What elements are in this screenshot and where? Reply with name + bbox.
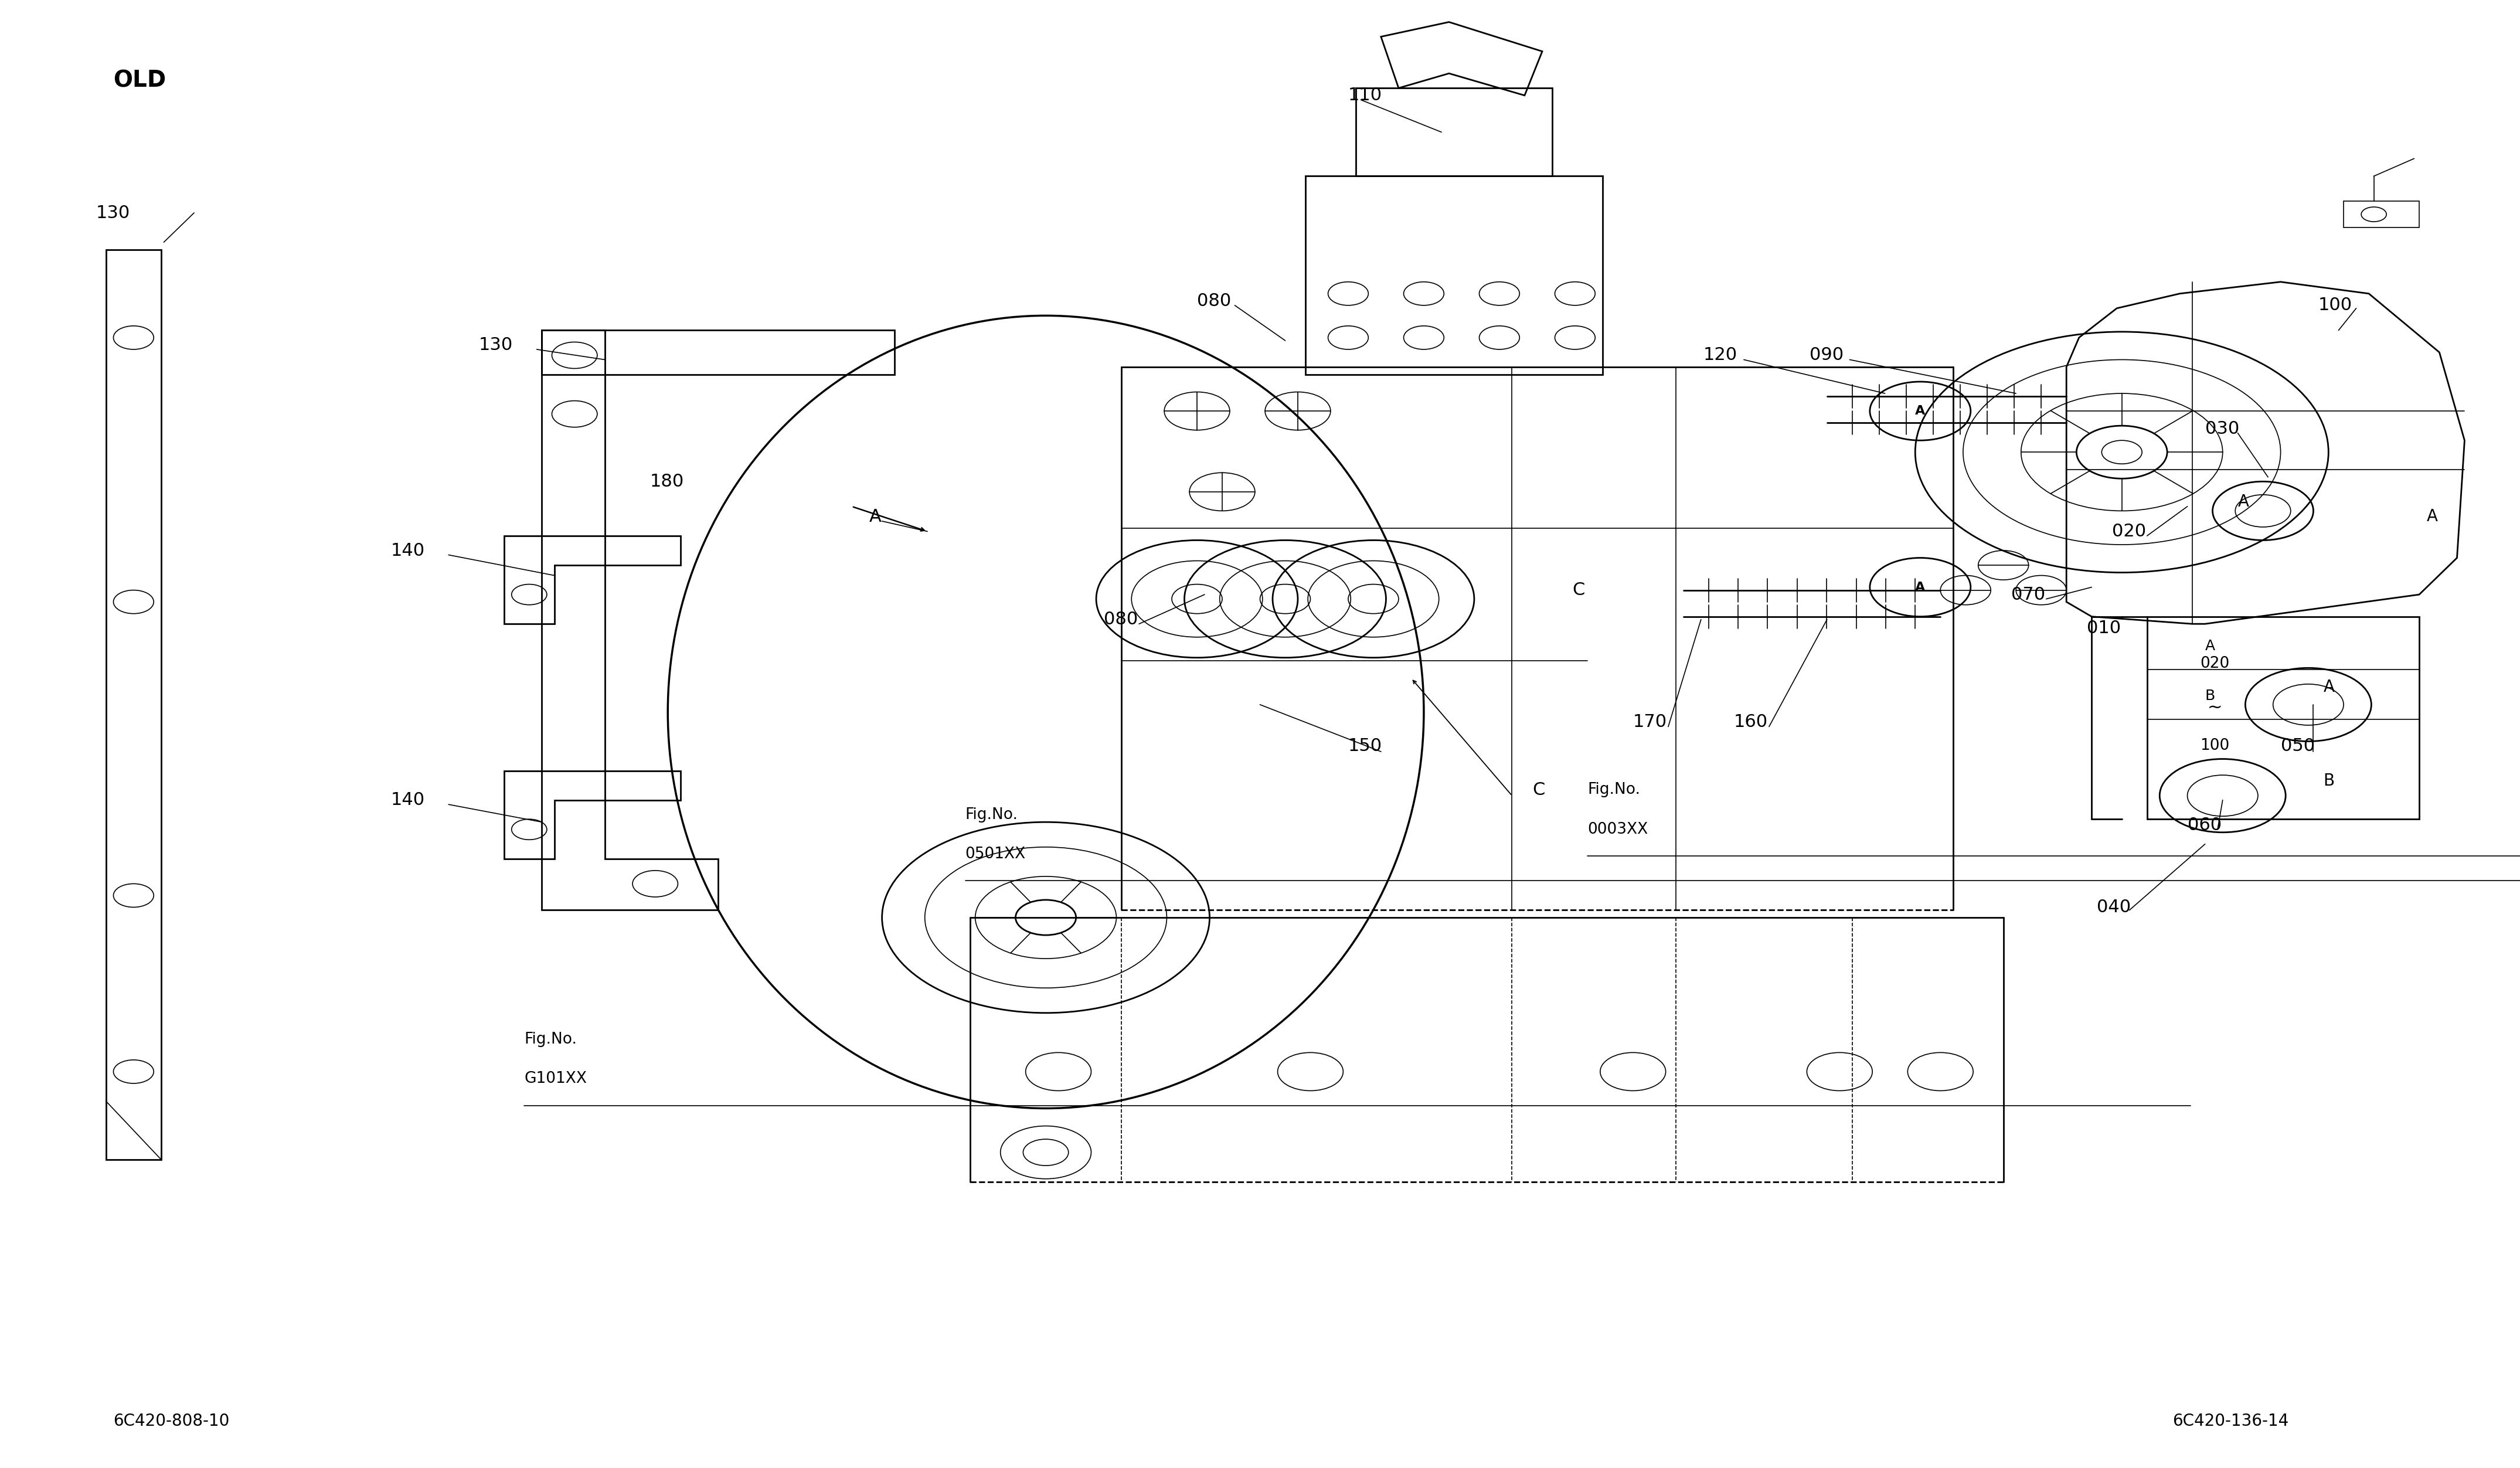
Text: 070: 070 [2011, 586, 2046, 603]
Text: 020: 020 [2112, 523, 2147, 540]
Text: 0003XX: 0003XX [1588, 822, 1648, 837]
Text: Fig.No.: Fig.No. [1588, 782, 1641, 797]
Text: 0501XX: 0501XX [965, 847, 1026, 862]
Text: 6C420-136-14: 6C420-136-14 [2172, 1412, 2288, 1430]
Text: 6C420-808-10: 6C420-808-10 [113, 1412, 229, 1430]
Text: 100: 100 [2200, 738, 2230, 753]
Text: B: B [2323, 772, 2334, 790]
Text: 110: 110 [1348, 87, 1383, 104]
Text: A: A [2238, 493, 2248, 511]
Text: 130: 130 [96, 204, 131, 222]
Text: 160: 160 [1734, 713, 1769, 731]
Text: 150: 150 [1348, 737, 1383, 755]
Text: G101XX: G101XX [524, 1072, 587, 1086]
Text: A: A [2323, 678, 2334, 696]
Text: 060: 060 [2187, 816, 2223, 834]
Text: 080: 080 [1197, 292, 1232, 310]
Text: 010: 010 [2087, 619, 2122, 637]
Text: A: A [1915, 581, 1925, 593]
Text: A: A [869, 508, 882, 526]
Text: C: C [1532, 781, 1545, 799]
Text: 130: 130 [479, 336, 514, 354]
Text: ~: ~ [2208, 699, 2223, 716]
Text: A: A [1915, 405, 1925, 417]
Text: 090: 090 [1809, 346, 1845, 364]
Text: OLD: OLD [113, 69, 166, 92]
Bar [1305, 176, 1603, 374]
Text: C: C [1572, 581, 1585, 599]
Bar [1356, 88, 1552, 176]
Text: Fig.No.: Fig.No. [524, 1032, 577, 1047]
Text: A: A [2205, 639, 2215, 653]
Text: 170: 170 [1633, 713, 1668, 731]
Text: A: A [2427, 508, 2437, 526]
Bar [106, 250, 161, 1160]
Text: 080: 080 [1104, 611, 1139, 628]
Text: 050: 050 [2281, 737, 2316, 755]
Text: Fig.No.: Fig.No. [965, 807, 1018, 822]
Text: 180: 180 [650, 473, 685, 490]
Text: B: B [2205, 688, 2215, 703]
Bar [2147, 617, 2419, 819]
Text: 020: 020 [2200, 656, 2230, 671]
Text: 030: 030 [2205, 420, 2240, 437]
Text: 040: 040 [2097, 898, 2132, 916]
Text: 140: 140 [391, 791, 426, 809]
Bar [2344, 201, 2419, 228]
Text: 120: 120 [1704, 346, 1739, 364]
Text: 100: 100 [2318, 297, 2354, 314]
Text: 140: 140 [391, 542, 426, 559]
